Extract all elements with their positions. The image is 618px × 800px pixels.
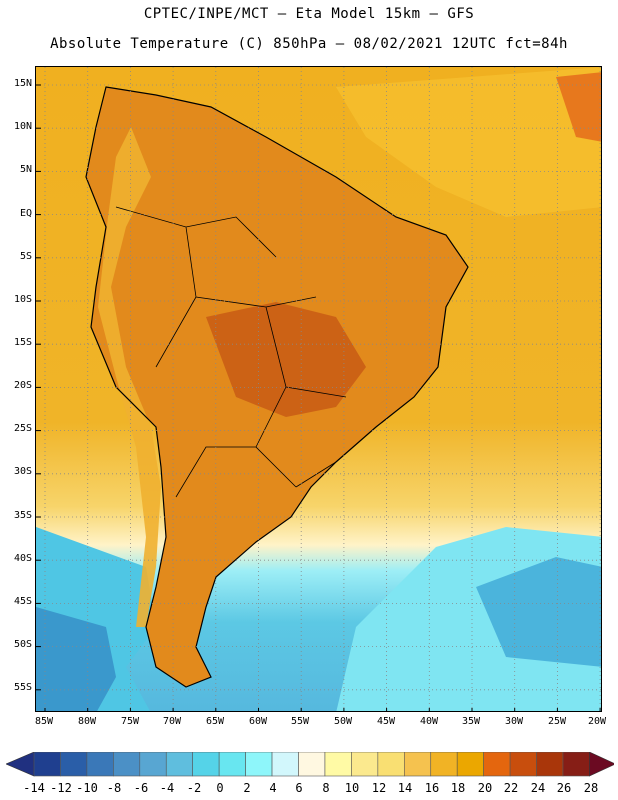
scale-label: 10 [344, 781, 360, 795]
hot-interior [206, 302, 366, 417]
lon-label: 50W [333, 716, 353, 727]
scale-label: 22 [503, 781, 519, 795]
lon-label: 85W [34, 716, 54, 727]
lat-label: 50S [13, 639, 32, 650]
scale-swatch [139, 752, 167, 777]
scale-swatch [60, 752, 88, 777]
scale-label: -2 [186, 781, 202, 795]
lon-label: 30W [504, 716, 524, 727]
scale-swatch [456, 752, 484, 777]
scale-swatch [483, 752, 511, 777]
coastline [85, 86, 469, 688]
scale-swatch [298, 752, 326, 777]
under-range-arrow [6, 752, 35, 777]
lon-label: 60W [248, 716, 268, 727]
scale-swatch [351, 752, 379, 777]
scale-swatch [509, 752, 537, 777]
scale-label: 18 [450, 781, 466, 795]
lon-label: 25W [547, 716, 567, 727]
scale-swatch [165, 752, 194, 777]
scale-label: 24 [530, 781, 546, 795]
lat-label: 40S [13, 553, 32, 564]
lat-label: 20S [13, 380, 32, 391]
map-canvas [36, 67, 601, 711]
scale-label: -12 [50, 781, 72, 795]
lon-label: 55W [290, 716, 310, 727]
color-scale-bar [6, 752, 614, 777]
lat-label: 25S [13, 423, 32, 434]
lon-label: 65W [205, 716, 225, 727]
scale-swatch [271, 752, 299, 777]
scale-label: -8 [106, 781, 122, 795]
warm-ocean-patch [336, 67, 601, 217]
scale-label: 20 [477, 781, 493, 795]
scale-swatch [430, 752, 458, 777]
lon-label: 35W [461, 716, 481, 727]
lon-label: 70W [162, 716, 182, 727]
over-range-arrow [589, 752, 614, 777]
scale-swatch [562, 752, 590, 777]
map-subtitle: Absolute Temperature (C) 850hPa – 08/02/… [50, 36, 568, 52]
scale-swatch [33, 752, 61, 777]
scale-swatch [536, 752, 564, 777]
lon-label: 45W [376, 716, 396, 727]
scale-swatch [245, 752, 273, 777]
scale-label: 0 [216, 781, 224, 795]
scale-swatch [86, 752, 114, 777]
scale-swatch [403, 752, 432, 777]
scale-label: 28 [583, 781, 599, 795]
scale-label: -4 [159, 781, 175, 795]
lat-label: 5S [19, 251, 32, 262]
scale-label: -6 [133, 781, 149, 795]
axis-ticks [36, 84, 601, 711]
scale-swatch [113, 752, 141, 777]
scale-swatch [192, 752, 220, 777]
lon-label: 80W [77, 716, 97, 727]
hot-ocean-patch [556, 72, 601, 142]
lat-label: EQ [19, 208, 32, 219]
temperature-map [35, 66, 602, 712]
lat-label: 10S [13, 294, 32, 305]
country-borders [115, 206, 347, 498]
lat-lon-grid [36, 67, 601, 711]
scale-swatch [218, 752, 246, 777]
lat-label: 35S [13, 510, 32, 521]
lat-label: 15S [13, 337, 32, 348]
lon-label: 40W [419, 716, 439, 727]
lon-label: 75W [120, 716, 140, 727]
map-title: CPTEC/INPE/MCT – Eta Model 15km – GFS [143, 6, 475, 22]
scale-label: 14 [397, 781, 413, 795]
lat-label: 45S [13, 596, 32, 607]
scale-label: 8 [322, 781, 330, 795]
scale-label: 26 [556, 781, 572, 795]
scale-label: 16 [424, 781, 440, 795]
scale-label: -14 [23, 781, 45, 795]
lat-label: 5N [19, 164, 32, 175]
scale-label: 6 [295, 781, 303, 795]
scale-swatch [324, 752, 352, 777]
scale-label: 4 [269, 781, 277, 795]
scale-label: 12 [371, 781, 387, 795]
lat-label: 30S [13, 466, 32, 477]
lat-label: 15N [13, 78, 32, 89]
andes-cooler [98, 127, 161, 627]
lat-label: 55S [13, 682, 32, 693]
colder-atlantic-core [476, 557, 601, 667]
scale-label: 2 [243, 781, 251, 795]
scale-label: -10 [76, 781, 98, 795]
lat-label: 10N [13, 121, 32, 132]
scale-swatch [377, 752, 405, 777]
colder-pacific-core [36, 607, 116, 711]
lon-label: 20W [587, 716, 607, 727]
